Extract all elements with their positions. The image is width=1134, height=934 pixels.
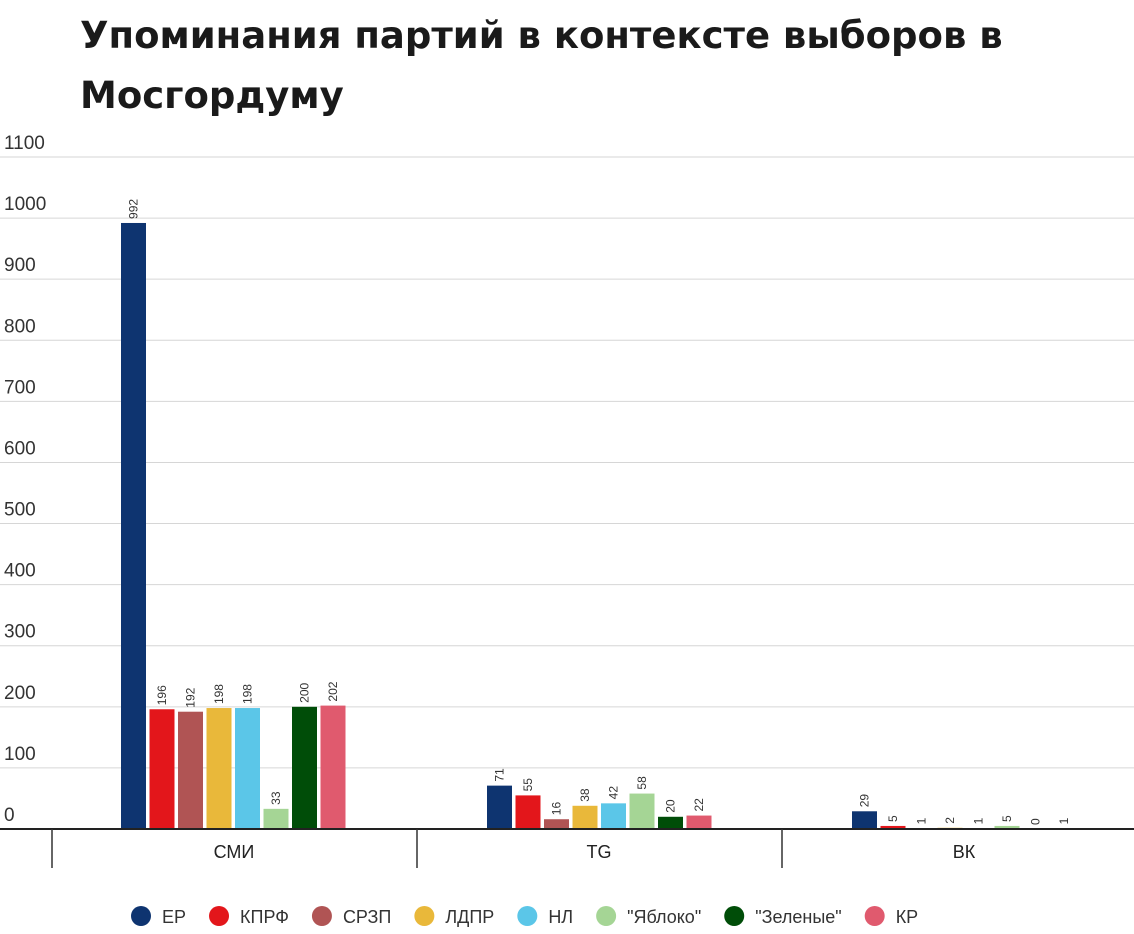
bar bbox=[320, 705, 346, 829]
legend-label: НЛ bbox=[548, 907, 573, 927]
bar-value-label: 202 bbox=[326, 681, 340, 701]
bar bbox=[658, 816, 683, 829]
bar-value-label: 1 bbox=[1057, 817, 1071, 824]
legend-item: "Яблоко" bbox=[596, 906, 701, 927]
bar bbox=[235, 708, 260, 829]
bar-value-label: 33 bbox=[269, 791, 283, 805]
bar-value-label: 992 bbox=[127, 199, 141, 219]
legend-swatch bbox=[517, 906, 538, 926]
bar-value-label: 2 bbox=[943, 817, 957, 824]
legend-swatch bbox=[724, 906, 745, 926]
legend-label: СРЗП bbox=[343, 907, 391, 927]
y-tick-label: 1000 bbox=[4, 194, 46, 215]
y-tick-label: 0 bbox=[4, 805, 15, 826]
legend-item: КР bbox=[864, 906, 919, 927]
legend: ЕР КПРФ СРЗП ЛДПР НЛ "Яблоко" "Зеленые" КР bbox=[131, 906, 918, 927]
legend-item: НЛ bbox=[517, 906, 573, 927]
bar-value-label: 5 bbox=[886, 815, 900, 822]
bar-value-label: 192 bbox=[184, 687, 198, 707]
bar-value-label: 16 bbox=[550, 802, 564, 816]
bar bbox=[121, 222, 146, 830]
x-tick-label: СМИ bbox=[214, 842, 255, 862]
bar-value-label: 0 bbox=[1029, 818, 1043, 825]
legend-label: "Яблоко" bbox=[627, 907, 701, 927]
bar-value-label: 20 bbox=[664, 799, 678, 813]
legend-item: "Зеленые" bbox=[724, 906, 842, 927]
y-tick-label: 300 bbox=[4, 622, 36, 643]
legend-swatch bbox=[311, 906, 332, 926]
legend-label: "Зеленые" bbox=[755, 907, 841, 927]
legend-swatch bbox=[209, 906, 230, 926]
bar bbox=[263, 808, 289, 829]
y-tick-label: 100 bbox=[4, 744, 36, 765]
legend-swatch bbox=[864, 906, 885, 926]
bar bbox=[515, 795, 541, 829]
bar bbox=[601, 803, 626, 829]
bar-value-label: 22 bbox=[692, 798, 706, 812]
y-tick-label: 900 bbox=[4, 255, 36, 276]
bar-value-label: 1 bbox=[915, 817, 929, 824]
bar-value-label: 58 bbox=[635, 776, 649, 790]
legend-label: КПРФ bbox=[240, 907, 289, 927]
bar bbox=[178, 711, 203, 829]
legend-swatch bbox=[414, 906, 435, 926]
bar-value-label: 5 bbox=[1000, 815, 1014, 822]
chart-title: Упоминания партий в контексте выборов в … bbox=[80, 14, 1003, 117]
bar-value-label: 38 bbox=[578, 788, 592, 802]
bar bbox=[572, 805, 598, 829]
bar-value-label: 55 bbox=[521, 778, 535, 792]
legend-item: КПРФ bbox=[209, 906, 289, 927]
y-tick-label: 400 bbox=[4, 561, 36, 582]
bar bbox=[292, 706, 317, 829]
bar-value-label: 71 bbox=[493, 768, 507, 782]
legend-item: СРЗП bbox=[311, 906, 391, 927]
y-tick-label: 800 bbox=[4, 316, 36, 337]
x-tick-label: ВК bbox=[953, 842, 976, 862]
bar-value-label: 29 bbox=[858, 794, 872, 808]
bar-value-label: 196 bbox=[155, 685, 169, 705]
bar-value-label: 42 bbox=[607, 786, 621, 800]
x-tick-label: TG bbox=[587, 842, 612, 862]
bar-value-label: 200 bbox=[298, 682, 312, 702]
y-tick-label: 600 bbox=[4, 438, 36, 459]
y-tick-label: 1100 bbox=[4, 133, 45, 154]
bar-value-label: 198 bbox=[212, 684, 226, 704]
legend-label: ЕР bbox=[162, 907, 186, 927]
bar-value-label: 1 bbox=[972, 817, 986, 824]
bar bbox=[686, 815, 712, 829]
bar bbox=[629, 793, 655, 829]
legend-swatch bbox=[596, 906, 617, 926]
bar bbox=[487, 785, 512, 829]
legend-label: ЛДПР bbox=[445, 907, 494, 927]
bar bbox=[544, 819, 569, 829]
y-tick-label: 200 bbox=[4, 683, 36, 704]
x-axis: СМИ TG ВК bbox=[0, 828, 1134, 868]
bar bbox=[852, 811, 877, 829]
bar bbox=[880, 825, 906, 829]
y-tick-label: 700 bbox=[4, 377, 36, 398]
legend-item: ЛДПР bbox=[414, 906, 494, 927]
bar-value-label: 198 bbox=[241, 684, 255, 704]
legend-swatch bbox=[131, 906, 151, 926]
bar bbox=[206, 708, 232, 829]
y-tick-label: 500 bbox=[4, 500, 36, 521]
legend-label: КР bbox=[896, 907, 919, 927]
legend-item: ЕР bbox=[131, 906, 186, 927]
bar bbox=[994, 825, 1020, 829]
bar bbox=[149, 709, 175, 829]
